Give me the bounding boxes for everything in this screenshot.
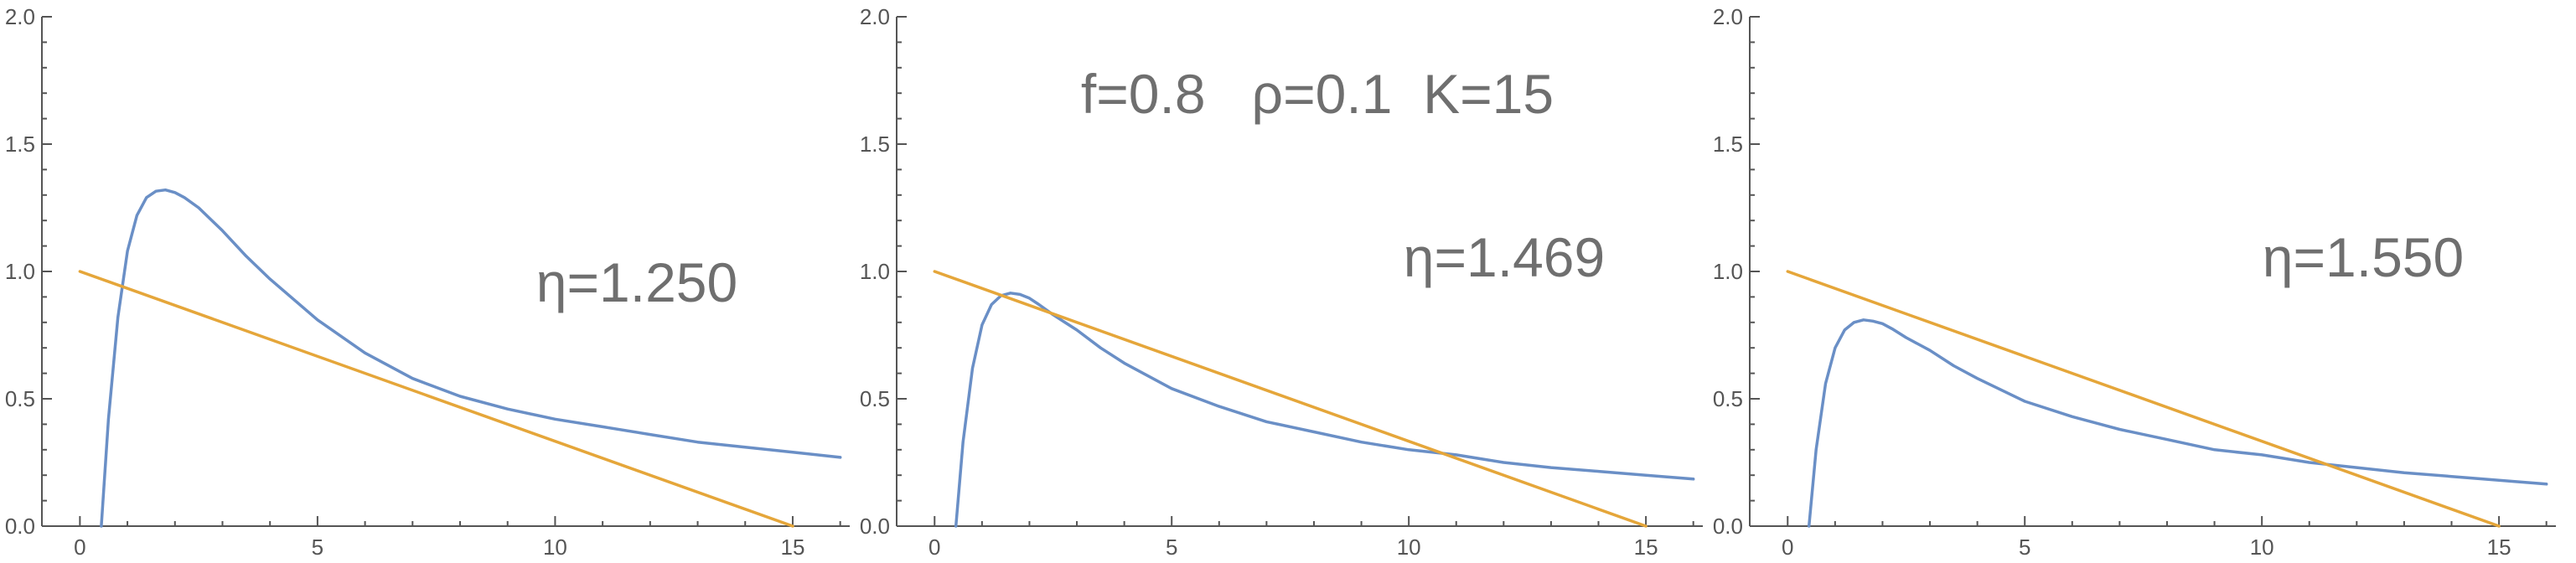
x-tick-label: 10 <box>543 535 567 560</box>
x-tick-label: 0 <box>1782 535 1793 560</box>
y-tick-label: 2.0 <box>1713 4 1743 29</box>
annotation-text: η=1.250 <box>536 251 737 313</box>
y-tick-label: 1.5 <box>1713 132 1743 157</box>
x-tick-label: 5 <box>312 535 323 560</box>
y-tick-label: 0.0 <box>5 514 35 539</box>
x-tick-label: 15 <box>1634 535 1658 560</box>
y-tick-label: 0.5 <box>5 386 35 411</box>
chart-panel-3: 0.0 0.5 1.0 1.5 2.0 0 5 10 15 η=1.550 <box>1713 4 2556 560</box>
series-line <box>1786 270 2501 528</box>
y-tick-label: 1.5 <box>860 132 890 157</box>
y-tick-label: 0.0 <box>1713 514 1743 539</box>
chart-panel-2: 0.0 0.5 1.0 1.5 2.0 0 5 10 15 f=0.8 ρ=0.1 K=15 η=1… <box>860 4 1703 560</box>
x-tick-label: 5 <box>1166 535 1177 560</box>
series-line <box>78 270 794 528</box>
annotation-text: f=0.8 ρ=0.1 K=15 <box>1081 63 1554 125</box>
y-tick-label: 1.0 <box>860 259 890 284</box>
y-tick-label: 0.5 <box>860 386 890 411</box>
y-tick-label: 0.0 <box>860 514 890 539</box>
y-tick-label: 1.5 <box>5 132 35 157</box>
y-tick-label: 2.0 <box>860 4 890 29</box>
y-tick-label: 1.0 <box>5 259 35 284</box>
series-curve <box>954 292 1695 528</box>
series-curve <box>1807 318 2548 528</box>
x-tick-label: 10 <box>2250 535 2274 560</box>
series-line <box>933 270 1648 528</box>
series-curve <box>100 188 842 528</box>
x-tick-label: 10 <box>1397 535 1421 560</box>
x-tick-label: 0 <box>74 535 85 560</box>
y-tick-label: 1.0 <box>1713 259 1743 284</box>
annotation-text: η=1.469 <box>1404 226 1605 288</box>
x-tick-label: 5 <box>2019 535 2030 560</box>
annotation-text: η=1.550 <box>2263 226 2464 288</box>
chart-panel-1: 0.0 0.5 1.0 1.5 2.0 0 5 10 15 η=1.250 <box>5 4 850 560</box>
x-tick-label: 15 <box>780 535 804 560</box>
x-tick-label: 0 <box>928 535 940 560</box>
x-tick-label: 15 <box>2487 535 2511 560</box>
y-tick-label: 0.5 <box>1713 386 1743 411</box>
y-tick-label: 2.0 <box>5 4 35 29</box>
